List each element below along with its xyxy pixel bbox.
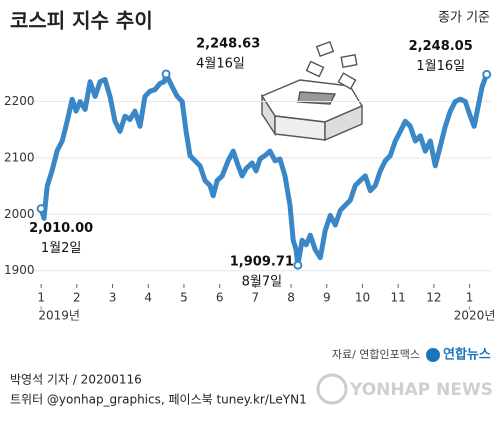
value-label: 2,248.63 (196, 37, 260, 52)
x-tick-label: 2 (73, 291, 81, 305)
value-label: 2,010.00 (29, 221, 93, 236)
y-tick-label: 2200 (4, 94, 35, 108)
x-tick-label: 11 (391, 291, 406, 305)
x-tick-label: 3 (109, 291, 117, 305)
logo-icon (426, 348, 440, 362)
x-tick-label: 4 (144, 291, 152, 305)
x-tick-label: 10 (355, 291, 370, 305)
note: 종가 기준 (438, 11, 490, 26)
point-marker (482, 69, 492, 79)
date-label: 4월16일 (196, 57, 245, 72)
x-tick-label: 5 (180, 291, 188, 305)
y-tick-label: 2000 (4, 207, 35, 221)
value-label: 2,248.05 (409, 39, 473, 54)
watermark: YONHAP NEWS (349, 380, 493, 400)
byline: 박영석 기자 / 20200116 (10, 373, 142, 387)
y-tick-label: 1900 (4, 263, 35, 277)
y-tick-label: 2100 (4, 150, 35, 164)
point-marker (161, 69, 171, 79)
year-label: 2020년 (454, 309, 496, 323)
social: 트위터 @yonhap_graphics, 페이스북 tuney.kr/LeYN… (10, 393, 307, 407)
value-label: 1,909.71 (230, 255, 294, 270)
point-marker (36, 204, 46, 214)
x-tick-label: 6 (216, 291, 224, 305)
x-tick-label: 12 (426, 291, 441, 305)
date-label: 1월2일 (41, 241, 81, 256)
watermark-icon (316, 373, 348, 405)
chart-title: 코스피 지수 추이 (10, 9, 153, 33)
logo: 연합뉴스 (443, 347, 491, 363)
date-label: 1월16일 (416, 59, 465, 74)
x-tick-label: 1 (37, 291, 45, 305)
source: 자료/ 연합인포맥스 (332, 348, 420, 361)
date-label: 8월7일 (242, 275, 282, 290)
illustration (260, 41, 364, 142)
x-tick-label: 1 (466, 291, 474, 305)
x-tick-label: 7 (252, 291, 260, 305)
point-marker (293, 260, 303, 270)
x-tick-label: 9 (323, 291, 331, 305)
year-label: 2019년 (38, 309, 80, 323)
line (38, 71, 490, 268)
x-tick-label: 8 (287, 291, 295, 305)
